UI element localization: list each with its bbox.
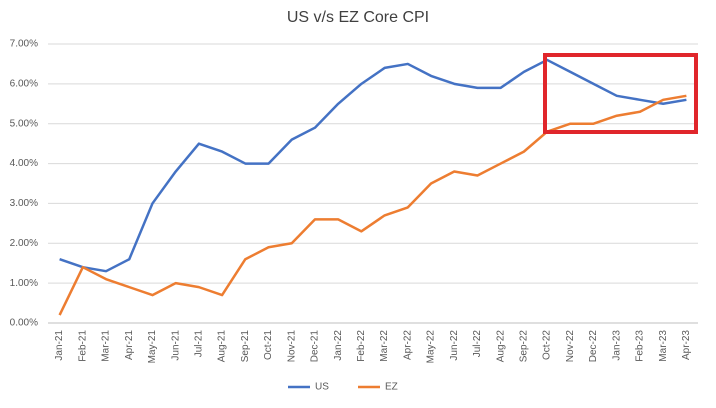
x-tick-label: Nov-22 [565, 330, 576, 363]
y-tick-label: 3.00% [10, 198, 38, 209]
x-tick-label: Jan-22 [333, 330, 344, 361]
x-tick-label: Mar-22 [379, 330, 390, 362]
x-tick-label: Sep-21 [240, 330, 251, 363]
y-tick-label: 1.00% [10, 278, 38, 289]
line-series [59, 58, 687, 273]
x-tick-label: Jan-21 [54, 330, 65, 361]
x-tick-label: Jul-21 [194, 330, 205, 358]
x-tick-label: Jul-22 [472, 330, 483, 358]
x-tick-label: Apr-21 [124, 330, 135, 360]
y-tick-label: 7.00% [10, 39, 38, 50]
line-series [58, 94, 687, 316]
legend-label: EZ [385, 382, 398, 393]
y-tick-label: 4.00% [10, 158, 38, 169]
x-tick-label: Jun-21 [170, 330, 181, 361]
x-tick-label: Oct-21 [263, 330, 274, 360]
x-tick-label: Nov-21 [286, 330, 297, 363]
legend-label: US [315, 382, 329, 393]
x-tick-label: Jun-22 [449, 330, 460, 361]
x-tick-label: May-22 [426, 330, 437, 364]
x-tick-label: Feb-23 [635, 330, 646, 362]
x-tick-label: Oct-22 [542, 330, 553, 360]
y-tick-label: 0.00% [10, 318, 38, 329]
x-tick-label: May-21 [147, 330, 158, 364]
x-tick-label: Aug-22 [495, 330, 506, 363]
x-tick-label: Aug-21 [217, 330, 228, 363]
x-tick-label: Feb-22 [356, 330, 367, 362]
x-tick-label: Apr-23 [681, 330, 692, 360]
y-tick-label: 6.00% [10, 78, 38, 89]
x-tick-label: Mar-23 [658, 330, 669, 362]
y-tick-label: 5.00% [10, 118, 38, 129]
x-tick-label: Dec-22 [588, 330, 599, 363]
x-tick-label: Mar-21 [101, 330, 112, 362]
chart-title: US v/s EZ Core CPI [287, 9, 429, 26]
x-tick-label: Sep-22 [519, 330, 530, 363]
x-tick-label: Dec-21 [310, 330, 321, 363]
x-tick-label: Feb-21 [77, 330, 88, 362]
x-tick-label: Jan-23 [611, 330, 622, 361]
x-tick-label: Apr-22 [402, 330, 413, 360]
highlight-box [543, 53, 698, 134]
y-tick-label: 2.00% [10, 238, 38, 249]
